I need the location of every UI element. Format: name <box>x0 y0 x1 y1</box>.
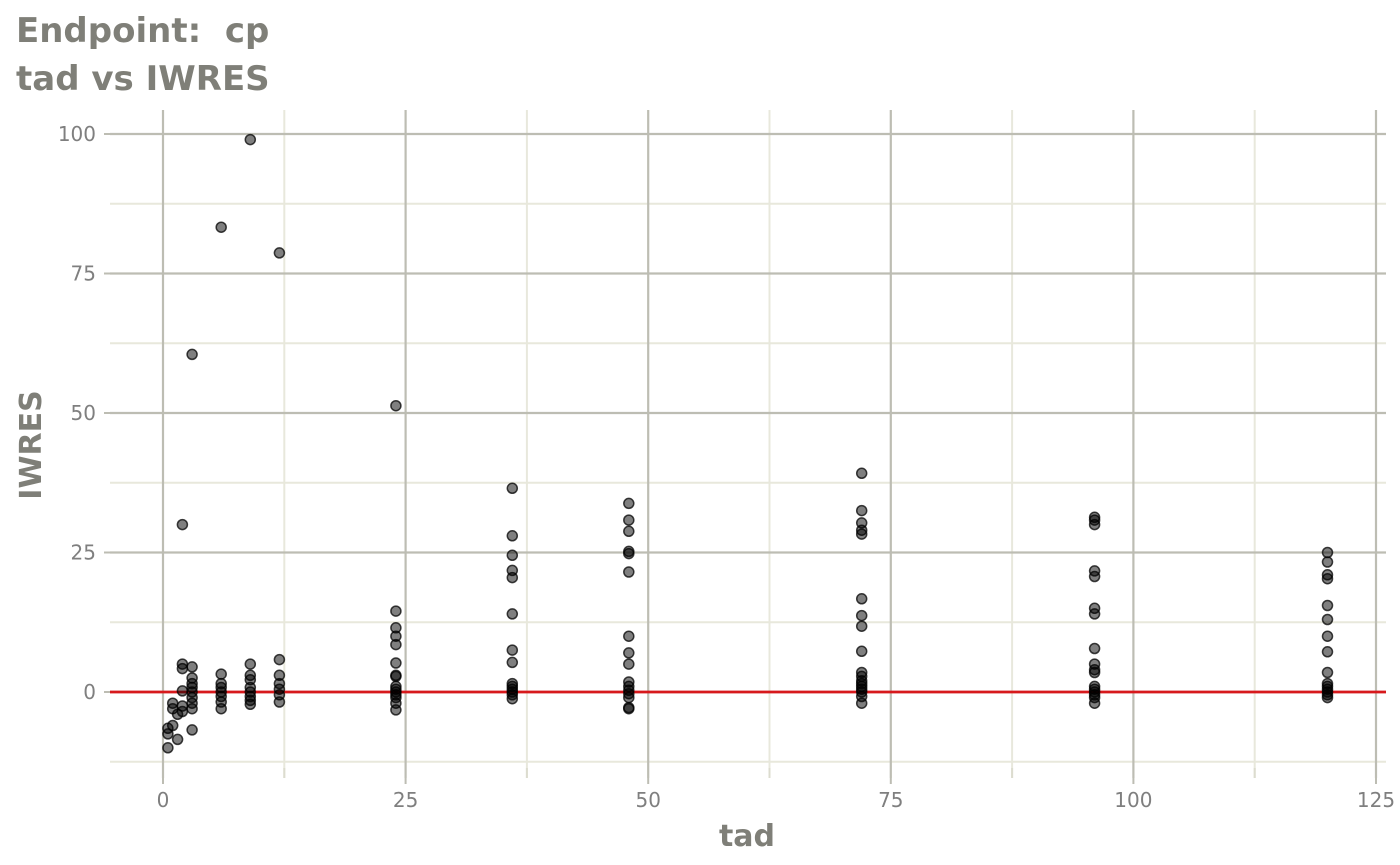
data-point <box>390 657 402 669</box>
data-point <box>623 497 635 510</box>
y-tick-labels: 0 25 50 75 100 <box>58 122 96 704</box>
data-point <box>1088 697 1101 709</box>
data-point <box>623 525 635 538</box>
data-point <box>390 638 402 651</box>
data-point <box>506 530 519 542</box>
data-point <box>273 653 286 666</box>
x-tick-label: 75 <box>878 788 903 812</box>
chart-title-line-1: Endpoint: cp <box>16 11 270 51</box>
data-point <box>855 528 868 540</box>
data-point <box>1088 666 1101 679</box>
data-point <box>176 705 189 718</box>
data-point <box>855 593 868 605</box>
data-point <box>623 658 635 670</box>
data-point <box>855 697 868 709</box>
data-point <box>186 724 198 736</box>
data-point <box>1321 546 1334 559</box>
data-point <box>166 697 179 709</box>
data-point <box>1321 572 1334 585</box>
x-tick-label: 100 <box>1114 788 1152 812</box>
y-tick-label: 0 <box>83 680 96 704</box>
data-point <box>244 698 257 711</box>
data-point <box>506 608 519 620</box>
data-points <box>162 133 1334 754</box>
data-point <box>390 605 402 617</box>
data-point <box>623 547 635 560</box>
data-point <box>855 504 868 517</box>
data-point <box>390 670 402 683</box>
data-point <box>1321 613 1334 626</box>
data-point <box>855 620 868 632</box>
data-point <box>273 696 286 708</box>
data-point <box>506 549 519 562</box>
data-point <box>623 701 635 714</box>
data-point <box>623 566 635 578</box>
data-point <box>1321 666 1334 679</box>
data-point <box>1088 642 1101 655</box>
x-tick-labels: 0 25 50 75 100 125 <box>157 788 1395 812</box>
data-point <box>176 518 189 531</box>
data-point <box>186 348 198 361</box>
data-point <box>506 644 519 656</box>
data-point <box>186 661 198 673</box>
data-point <box>1321 630 1334 642</box>
data-point <box>855 609 868 622</box>
data-point <box>506 656 519 669</box>
axis-ticks <box>104 133 1377 784</box>
data-point <box>215 668 227 680</box>
data-point <box>1088 608 1101 620</box>
chart-title-line-2: tad vs IWRES <box>16 59 270 99</box>
y-axis-title: IWRES <box>14 390 49 499</box>
data-point <box>623 691 635 704</box>
y-tick-label: 100 <box>58 122 96 146</box>
data-point <box>215 702 227 715</box>
data-point <box>273 247 286 259</box>
data-point <box>390 399 402 412</box>
data-point <box>390 704 402 716</box>
data-point <box>855 467 868 480</box>
x-tick-label: 25 <box>393 788 418 812</box>
data-point <box>176 662 189 675</box>
minor-gridlines <box>110 110 1386 778</box>
data-point <box>623 647 635 659</box>
data-point <box>855 645 868 658</box>
data-point <box>166 719 179 732</box>
data-point <box>1321 556 1334 568</box>
data-point <box>1088 518 1101 531</box>
data-point <box>506 571 519 584</box>
data-point <box>171 733 184 746</box>
y-tick-label: 50 <box>71 401 96 425</box>
data-point <box>1321 646 1334 658</box>
data-point <box>176 685 189 697</box>
x-tick-label: 50 <box>635 788 660 812</box>
y-tick-label: 25 <box>71 541 96 565</box>
major-gridlines <box>110 110 1386 778</box>
data-point <box>623 630 635 642</box>
data-point <box>506 482 519 495</box>
data-point <box>1321 599 1334 612</box>
data-point <box>1321 691 1334 704</box>
y-tick-label: 75 <box>71 262 96 286</box>
data-point <box>244 658 257 670</box>
x-tick-label: 0 <box>157 788 170 812</box>
data-point <box>1088 570 1101 583</box>
x-axis-title: tad <box>719 819 775 854</box>
data-point <box>215 221 227 233</box>
data-point <box>186 702 198 715</box>
data-point <box>244 133 257 146</box>
x-tick-label: 125 <box>1357 788 1395 812</box>
data-point <box>162 742 174 754</box>
data-point <box>506 692 519 705</box>
data-point <box>623 514 635 526</box>
